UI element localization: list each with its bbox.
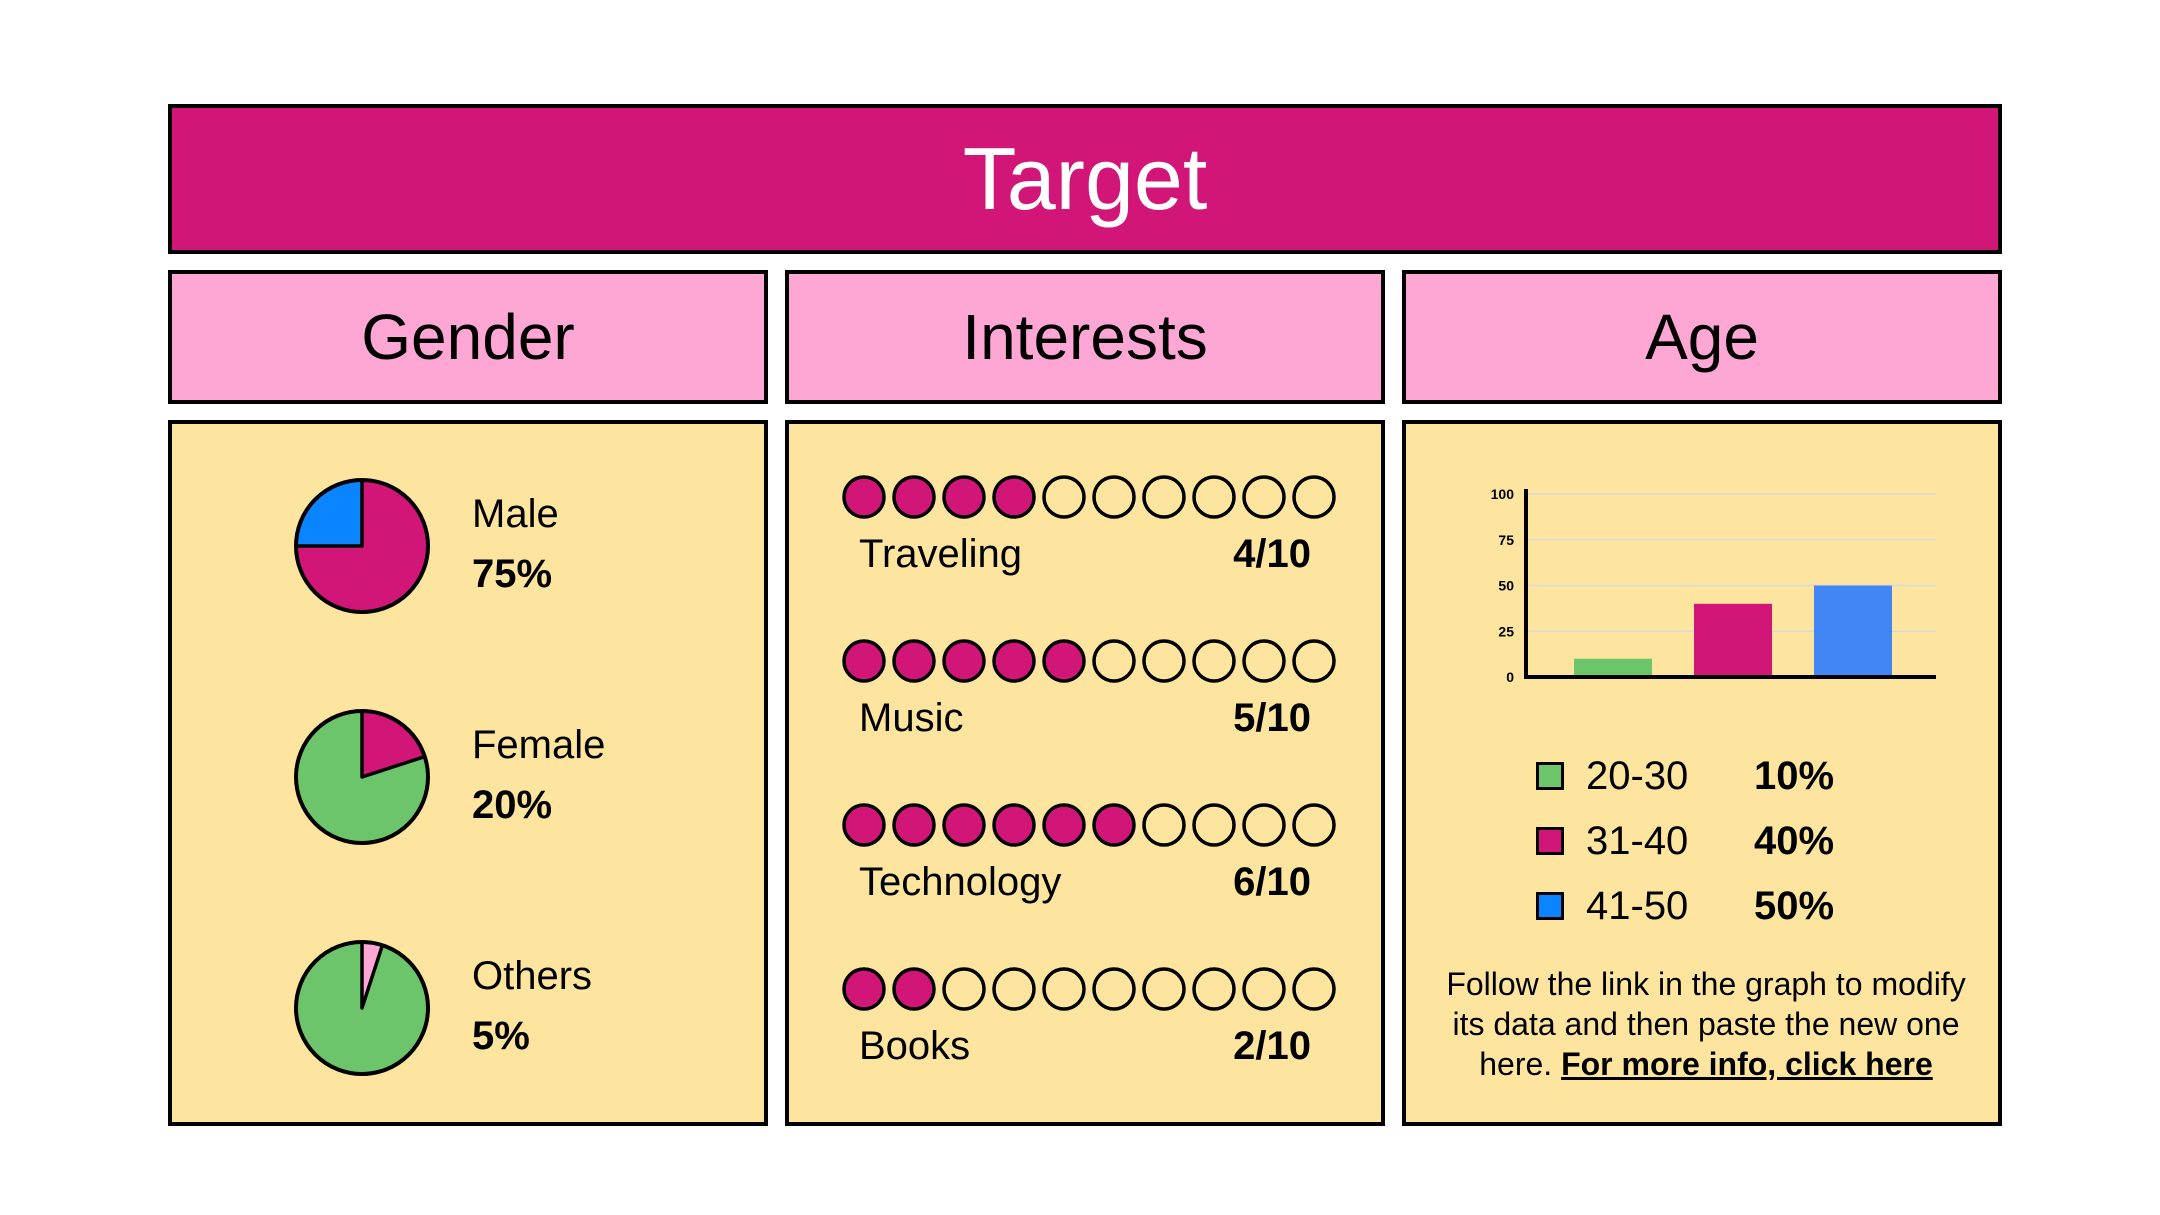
gender-header: Gender (168, 270, 768, 404)
gender-heading: Gender (361, 301, 575, 373)
age-heading: Age (1645, 301, 1759, 373)
traveling-label: Traveling (859, 532, 1023, 576)
rating-dot-empty (1142, 639, 1186, 683)
y-tick-label: 100 (1491, 486, 1515, 502)
rating-dot-empty (1242, 475, 1286, 519)
music-score: 5/10 (1233, 696, 1311, 740)
legend-percent: 50% (1754, 883, 1835, 928)
rating-dot-empty (1242, 639, 1286, 683)
books-rating-dots (842, 967, 1336, 1011)
female-label: Female (472, 723, 606, 767)
rating-dot-filled (892, 967, 936, 1011)
female-percent: 20% (472, 783, 553, 827)
rating-dot-empty (1292, 639, 1336, 683)
age-header: Age (1402, 270, 2002, 404)
rating-dot-empty (1142, 803, 1186, 847)
legend-percent: 10% (1754, 753, 1835, 798)
rating-dot-empty (1292, 967, 1336, 1011)
technology-score: 6/10 (1233, 860, 1311, 904)
legend-age-range: 41-50 (1586, 883, 1689, 928)
pie-outline (294, 709, 430, 845)
rating-dot-empty (1092, 475, 1136, 519)
legend-percent: 40% (1754, 818, 1835, 863)
rating-dot-filled (842, 803, 886, 847)
more-info-link[interactable]: For more info, click here (1561, 1046, 1933, 1082)
others-label: Others (472, 954, 593, 998)
legend-age-range: 31-40 (1586, 818, 1689, 863)
male-pie-chart (294, 478, 430, 614)
bar-20-30 (1574, 658, 1652, 675)
rating-dot-empty (1142, 475, 1186, 519)
rating-dot-filled (842, 639, 886, 683)
others-percent: 5% (472, 1014, 530, 1058)
rating-dot-empty (1042, 967, 1086, 1011)
rating-dot-filled (942, 639, 986, 683)
rating-dot-filled (942, 803, 986, 847)
books-score: 2/10 (1233, 1024, 1311, 1068)
info-note: Follow the link in the graph to modify i… (1426, 964, 1986, 1084)
legend-item: 31-40 40% (1536, 816, 1834, 866)
y-tick-label: 75 (1498, 532, 1514, 548)
interests-panel: Traveling 4/10 Music 5/10 Technology 6/1… (785, 420, 1385, 1126)
page-title: Target (962, 129, 1208, 228)
pie-outline (294, 940, 430, 1076)
rating-dot-empty (1042, 475, 1086, 519)
rating-dot-filled (842, 475, 886, 519)
rating-dot-empty (1192, 475, 1236, 519)
bar-31-40 (1694, 603, 1772, 675)
rating-dot-filled (892, 639, 936, 683)
bar-41-50 (1814, 585, 1892, 675)
technology-label: Technology (859, 860, 1062, 904)
rating-dot-filled (992, 639, 1036, 683)
technology-rating-dots (842, 803, 1336, 847)
interests-header: Interests (785, 270, 1385, 404)
legend-item: 41-50 50% (1536, 881, 1834, 931)
legend-swatch (1536, 827, 1564, 855)
rating-dot-empty (1242, 967, 1286, 1011)
rating-dot-empty (1192, 803, 1236, 847)
y-tick-label: 25 (1498, 623, 1514, 639)
rating-dot-empty (1292, 475, 1336, 519)
rating-dot-filled (842, 967, 886, 1011)
legend-item: 20-30 10% (1536, 751, 1834, 801)
rating-dot-filled (992, 803, 1036, 847)
traveling-score: 4/10 (1233, 532, 1311, 576)
pie-outline (294, 478, 430, 614)
rating-dot-empty (1092, 639, 1136, 683)
rating-dot-empty (1242, 803, 1286, 847)
rating-dot-filled (1042, 803, 1086, 847)
age-panel: 0 25 50 75 100 20-30 10% 31-40 40% 41-50 50%… (1402, 420, 2002, 1126)
rating-dot-filled (892, 803, 936, 847)
music-rating-dots (842, 639, 1336, 683)
music-label: Music (859, 696, 964, 740)
rating-dot-empty (1142, 967, 1186, 1011)
rating-dot-empty (1092, 967, 1136, 1011)
rating-dot-filled (892, 475, 936, 519)
rating-dot-empty (1192, 639, 1236, 683)
rating-dot-empty (1192, 967, 1236, 1011)
male-percent: 75% (472, 552, 553, 596)
rating-dot-filled (992, 475, 1036, 519)
age-bar-chart: 0 25 50 75 100 (1491, 486, 1936, 685)
legend-swatch (1536, 892, 1564, 920)
interests-heading: Interests (962, 301, 1208, 373)
rating-dot-filled (1092, 803, 1136, 847)
rating-dot-empty (942, 967, 986, 1011)
female-pie-chart (294, 709, 430, 845)
legend-age-range: 20-30 (1586, 753, 1689, 798)
traveling-rating-dots (842, 475, 1336, 519)
others-pie-chart (294, 940, 430, 1076)
rating-dot-filled (1042, 639, 1086, 683)
y-tick-label: 0 (1506, 669, 1514, 685)
y-tick-label: 50 (1498, 578, 1514, 594)
male-label: Male (472, 492, 559, 536)
gender-panel: Male 75% Female 20% Others 5% (168, 420, 768, 1126)
rating-dot-filled (942, 475, 986, 519)
rating-dot-empty (992, 967, 1036, 1011)
rating-dot-empty (1292, 803, 1336, 847)
note-text: Follow the link in the graph to modify i… (1446, 966, 1966, 1082)
legend-swatch (1536, 762, 1564, 790)
title-banner: Target (168, 104, 2002, 254)
books-label: Books (859, 1024, 971, 1068)
